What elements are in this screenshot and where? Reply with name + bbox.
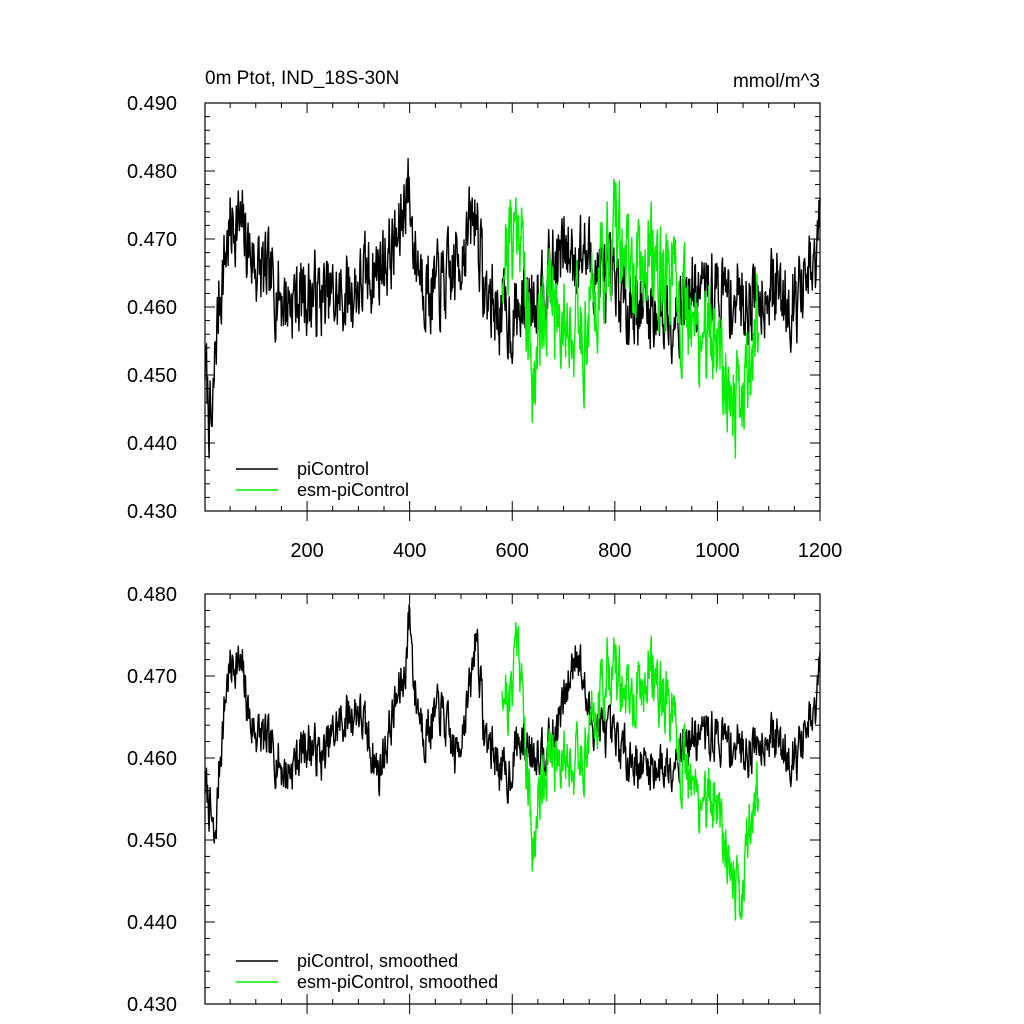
x-tick-label: 1200 xyxy=(798,540,843,562)
legend-label-esm-picontrol-smoothed: esm-piControl, smoothed xyxy=(297,972,498,992)
y-tick-label: 0.430 xyxy=(127,501,177,523)
top-panel-title: 0m Ptot, IND_18S-30N xyxy=(205,68,399,89)
x-tick-label: 800 xyxy=(598,540,631,562)
top-panel: 0m Ptot, IND_18S-30N mmol/m^3 0.430 0.440… xyxy=(127,68,842,562)
y-tick-label: 0.450 xyxy=(127,365,177,387)
y-tick-label: 0.460 xyxy=(127,297,177,319)
y-tick-label: 0.470 xyxy=(127,229,177,251)
bottom-panel: 0.430 0.440 0.450 0.460 0.470 0.480 piControl… xyxy=(127,584,821,1016)
y-tick-label: 0.470 xyxy=(127,666,177,688)
x-tick-label: 400 xyxy=(393,540,426,562)
y-tick-label: 0.430 xyxy=(127,994,177,1016)
y-tick-label: 0.440 xyxy=(127,912,177,934)
legend-label-picontrol: piControl xyxy=(297,459,369,479)
series-line-picontrol-smoothed xyxy=(204,604,821,844)
legend-label-esm-picontrol: esm-piControl xyxy=(297,480,409,500)
y-tick-label: 0.450 xyxy=(127,830,177,852)
bottom-legend: piControl, smoothed esm-piControl, smoot… xyxy=(236,951,498,992)
top-panel-frame xyxy=(204,102,821,512)
y-tick-label: 0.480 xyxy=(127,161,177,183)
top-legend: piControl esm-piControl xyxy=(236,459,409,500)
y-tick-label: 0.440 xyxy=(127,433,177,455)
y-tick-label: 0.490 xyxy=(127,93,177,115)
series-line-esm-picontrol xyxy=(501,178,760,459)
y-tick-label: 0.480 xyxy=(127,584,177,606)
bottom-panel-frame xyxy=(204,593,821,1005)
x-tick-label: 200 xyxy=(290,540,323,562)
y-tick-label: 0.460 xyxy=(127,748,177,770)
series-line-esm-picontrol-smoothed xyxy=(501,622,760,921)
x-tick-label: 600 xyxy=(496,540,529,562)
series-line-picontrol xyxy=(204,157,821,459)
x-tick-label: 1000 xyxy=(695,540,740,562)
legend-label-picontrol-smoothed: piControl, smoothed xyxy=(297,951,458,971)
top-panel-units: mmol/m^3 xyxy=(733,71,820,92)
